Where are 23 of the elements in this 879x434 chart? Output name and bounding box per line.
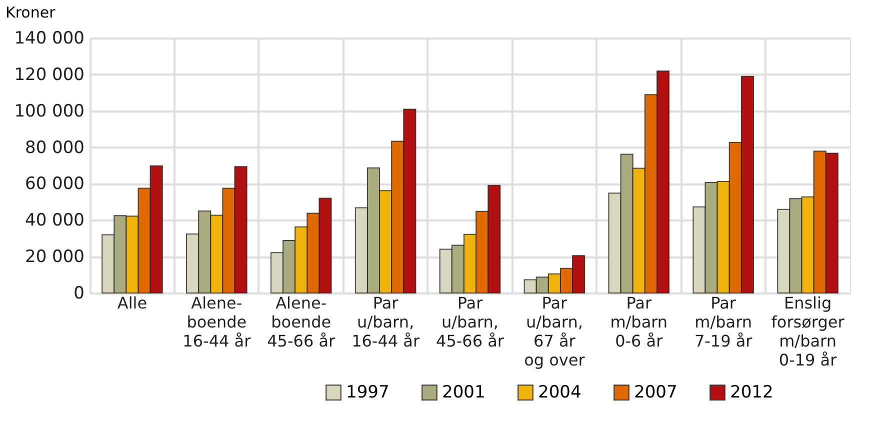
- y-tick-label: 140 000: [14, 28, 84, 48]
- y-tick-label: 100 000: [14, 101, 84, 122]
- legend-label: 2004: [538, 382, 582, 403]
- y-axis-title: Kroner: [6, 4, 56, 22]
- y-tick-label: 80 000: [25, 138, 84, 158]
- x-tick-label: Par m/barn 7-19 år: [694, 294, 753, 350]
- x-tick-label: Par m/barn 0-6 år: [610, 294, 668, 350]
- y-tick-label: 0: [74, 284, 84, 304]
- x-tick-label: Alle: [117, 294, 148, 312]
- legend-label: 2012: [730, 382, 774, 403]
- x-tick-label: Par u/barn, 16-44 år: [352, 294, 420, 350]
- x-tick-label: Alene- boende 16-44 år: [182, 294, 252, 350]
- y-tick-label: 20 000: [25, 247, 84, 268]
- legend-label: 2001: [442, 382, 486, 403]
- y-tick-label: 120 000: [14, 64, 84, 85]
- legend-label: 2007: [634, 382, 678, 403]
- x-tick-label: Enslig forsørger m/barn 0-19 år: [771, 294, 845, 370]
- y-tick-label: 40 000: [25, 210, 84, 231]
- x-tick-label: Par u/barn, 67 år og over: [524, 294, 586, 370]
- x-tick-label: Par u/barn, 45-66 år: [436, 294, 504, 350]
- y-tick-label: 60 000: [25, 174, 84, 194]
- legend-label: 1997: [346, 382, 390, 403]
- x-tick-label: Alene- boende 45-66 år: [267, 294, 336, 350]
